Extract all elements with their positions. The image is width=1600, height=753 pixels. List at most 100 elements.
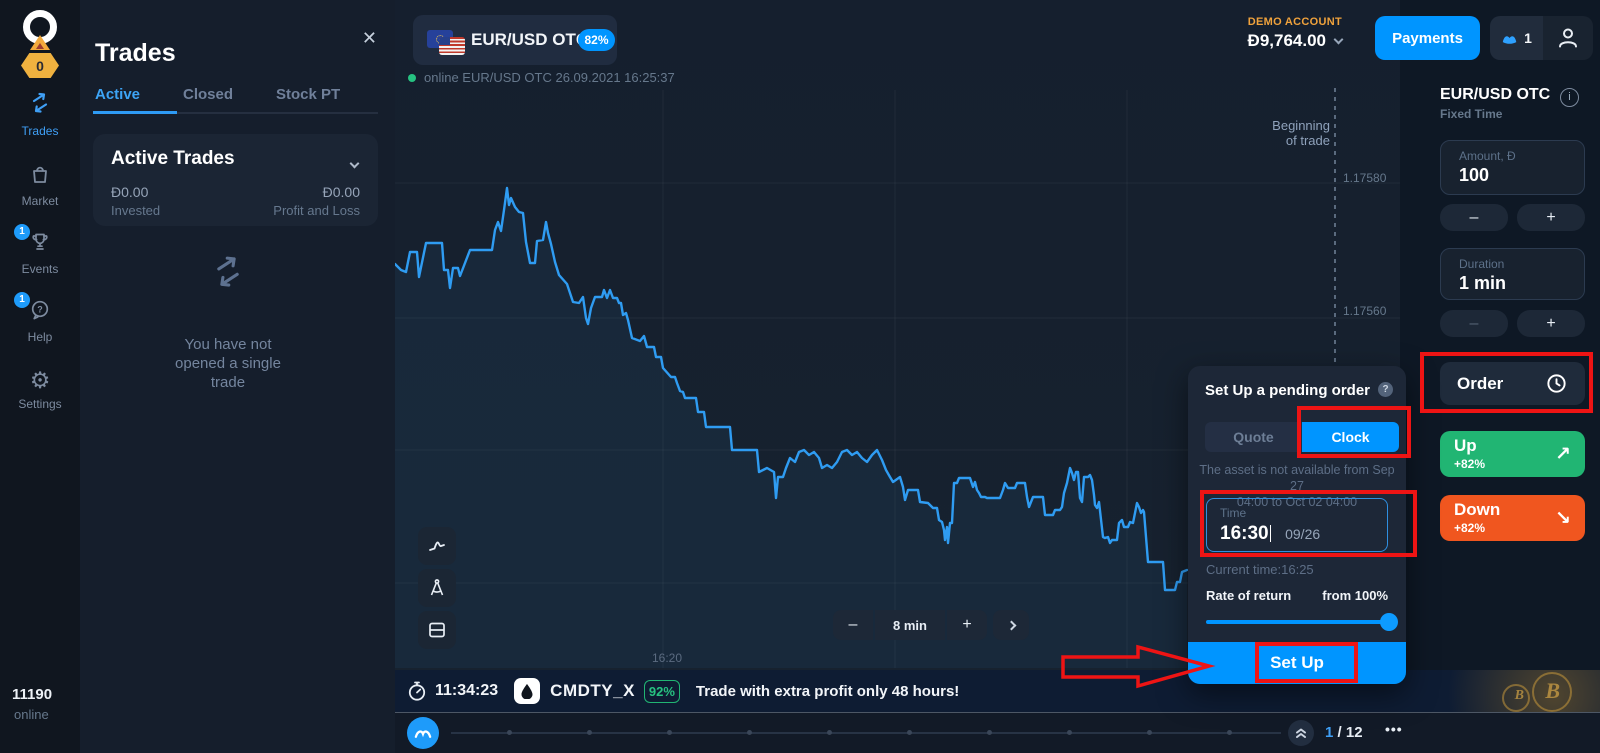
- help-chat-icon: ? 1: [14, 292, 52, 327]
- chevron-down-icon: [1333, 34, 1344, 45]
- help-circle-icon[interactable]: ?: [1378, 382, 1393, 397]
- online-counter: 11190 online: [12, 686, 52, 722]
- time-value: 16:30: [1220, 523, 1269, 544]
- tab-closed[interactable]: Closed: [183, 86, 234, 103]
- down-label: Down: [1454, 500, 1501, 519]
- drawing-tools-button[interactable]: [418, 569, 456, 607]
- payments-button[interactable]: Payments: [1375, 16, 1480, 60]
- notification-wave-icon: [1502, 35, 1517, 44]
- account-switcher[interactable]: DEMO ACCOUNT Đ9,764.00: [1247, 16, 1344, 51]
- sidebar-item-label: Settings: [18, 397, 62, 411]
- order-label: Order: [1457, 373, 1504, 393]
- split-layout-icon: [429, 622, 445, 638]
- text-cursor: [1269, 525, 1272, 542]
- help-badge: 1: [14, 292, 30, 308]
- up-button[interactable]: Up +82% ↗: [1440, 431, 1585, 477]
- layout-button[interactable]: [418, 611, 456, 649]
- asset-status: online EUR/USD OTC 26.09.2021 16:25:37: [408, 70, 675, 85]
- sidebar-item-trades[interactable]: Trades: [0, 90, 80, 138]
- pending-order-popup: Set Up a pending order ? Quote Clock The…: [1188, 366, 1406, 684]
- pending-time-field[interactable]: Time 16:30 09/26: [1206, 498, 1388, 552]
- stopwatch-icon: [408, 681, 426, 701]
- online-dot-icon: [408, 73, 416, 82]
- sidebar-item-help[interactable]: ? 1 Help: [0, 292, 80, 344]
- person-icon: [1559, 28, 1577, 48]
- timeline-track: [451, 732, 1281, 734]
- sidebar-item-market[interactable]: Market: [0, 162, 80, 208]
- settings-gear-icon: ⚙: [29, 368, 51, 394]
- chart-type-button[interactable]: [418, 527, 456, 565]
- beginning-of-trade-label: Beginning of trade: [1272, 118, 1330, 148]
- asset-selector[interactable]: EUR/USD OTC 82%: [413, 15, 617, 65]
- clock-icon: [1547, 374, 1566, 393]
- promo-text: Trade with extra profit only 48 hours!: [695, 682, 960, 700]
- svg-text:?: ?: [37, 304, 43, 314]
- asset-payout-badge: 82%: [578, 29, 615, 51]
- account-type: DEMO ACCOUNT: [1247, 16, 1342, 28]
- sidebar-item-events[interactable]: 1 Events: [0, 224, 80, 276]
- empty-trades-text: You have not opened a single trade: [175, 336, 281, 391]
- pnl-stat: Đ0.00 Profit and Loss: [273, 184, 360, 218]
- invested-label: Invested: [111, 203, 161, 218]
- close-icon[interactable]: ✕: [361, 28, 377, 49]
- events-badge: 1: [14, 224, 30, 240]
- tab-clock[interactable]: Clock: [1302, 422, 1399, 452]
- up-label: Up: [1454, 436, 1477, 455]
- promo-bar[interactable]: 11:34:23 CMDTY_X 92% Trade with extra pr…: [395, 670, 1600, 712]
- oil-drop-icon: [521, 684, 533, 699]
- controls-asset-name: EUR/USD OTC: [1440, 86, 1551, 103]
- scroll-to-latest-button[interactable]: [993, 610, 1029, 640]
- logo-triangle-icon: [30, 35, 50, 50]
- timeline-bar: 1 / 12 •••: [395, 712, 1600, 753]
- bitcoin-decoration: B B: [1415, 670, 1600, 712]
- notifications-button[interactable]: 1: [1490, 16, 1543, 60]
- down-button[interactable]: Down +82% ↘: [1440, 495, 1585, 541]
- amount-plus-button[interactable]: +: [1517, 204, 1585, 231]
- popup-tabs: Quote Clock: [1205, 422, 1399, 452]
- rate-of-return-row: Rate of return from 100%: [1206, 588, 1388, 603]
- pagination-toggle-button[interactable]: [1288, 720, 1314, 746]
- timeframe-minus-button[interactable]: –: [833, 610, 873, 640]
- profile-button[interactable]: [1543, 16, 1593, 60]
- duration-plus-button[interactable]: +: [1517, 310, 1585, 337]
- chevron-down-icon[interactable]: [349, 154, 360, 172]
- sidebar-item-label: Market: [21, 194, 59, 208]
- date-value[interactable]: 09/26: [1285, 526, 1321, 542]
- duration-field[interactable]: Duration 1 min: [1440, 248, 1585, 300]
- price-axis-label: 1.17560: [1343, 304, 1387, 318]
- story-item-button[interactable]: [407, 717, 439, 749]
- amount-minus-button[interactable]: –: [1440, 204, 1508, 231]
- tab-stock-pt[interactable]: Stock PT: [276, 86, 341, 103]
- sidebar-item-settings[interactable]: ⚙ Settings: [0, 368, 80, 411]
- sidebar-item-label: Trades: [21, 124, 59, 138]
- tab-active[interactable]: Active: [95, 86, 141, 103]
- amount-field[interactable]: Amount, Đ 100: [1440, 140, 1585, 195]
- up-percent: +82%: [1454, 457, 1486, 471]
- timeframe-plus-button[interactable]: +: [947, 610, 987, 640]
- invested-stat: Đ0.00 Invested: [111, 184, 160, 218]
- tab-quote[interactable]: Quote: [1205, 422, 1302, 452]
- order-button[interactable]: Order: [1440, 362, 1585, 405]
- events-trophy-icon: 1: [14, 224, 52, 259]
- app-logo[interactable]: [19, 8, 61, 52]
- duration-minus-button[interactable]: –: [1440, 310, 1508, 337]
- more-options-button[interactable]: •••: [1385, 721, 1403, 737]
- compass-icon: [430, 579, 444, 596]
- sidebar-item-label: Help: [27, 330, 53, 344]
- timeframe-value[interactable]: 8 min: [875, 610, 945, 640]
- info-icon[interactable]: i: [1560, 88, 1579, 107]
- double-chevron-up-icon: [1296, 728, 1306, 738]
- set-up-button[interactable]: Set Up: [1188, 642, 1406, 684]
- bonus-badge[interactable]: 0: [21, 53, 59, 78]
- logo-triangle-inner-icon: [36, 43, 44, 49]
- arrow-down-right-icon: ↘: [1555, 507, 1571, 529]
- online-count: 11190: [12, 686, 53, 703]
- slider-thumb[interactable]: [1380, 613, 1398, 631]
- price-area: [395, 188, 1187, 668]
- active-tab-indicator: [93, 111, 177, 114]
- trades-panel: Trades ✕ Active Closed Stock PT Active T…: [80, 0, 395, 753]
- rate-slider[interactable]: [1206, 613, 1398, 631]
- time-label: Time: [1220, 506, 1247, 520]
